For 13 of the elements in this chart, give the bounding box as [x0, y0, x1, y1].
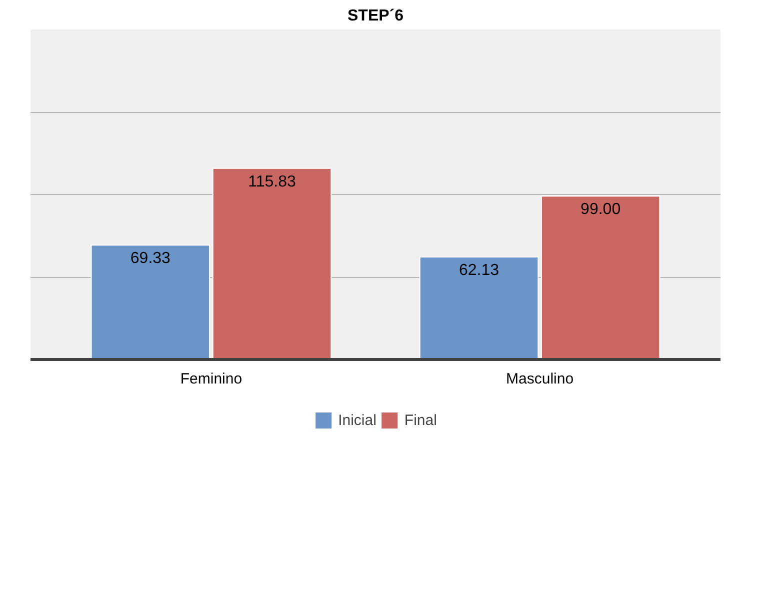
legend-label: Final [404, 412, 437, 428]
bar [212, 168, 332, 360]
legend-label: Inicial [338, 412, 376, 428]
chart-title: STEP´6 [347, 8, 404, 24]
data-label: 115.83 [248, 173, 296, 190]
x-tick-label: Masculino [506, 370, 574, 388]
data-label: 62.13 [458, 262, 500, 279]
bar [540, 196, 660, 360]
bar [90, 244, 210, 360]
data-label: 99.00 [580, 201, 621, 218]
bar [419, 256, 539, 360]
x-tick-label: Feminino [180, 370, 242, 388]
data-label: 69.33 [130, 250, 171, 268]
